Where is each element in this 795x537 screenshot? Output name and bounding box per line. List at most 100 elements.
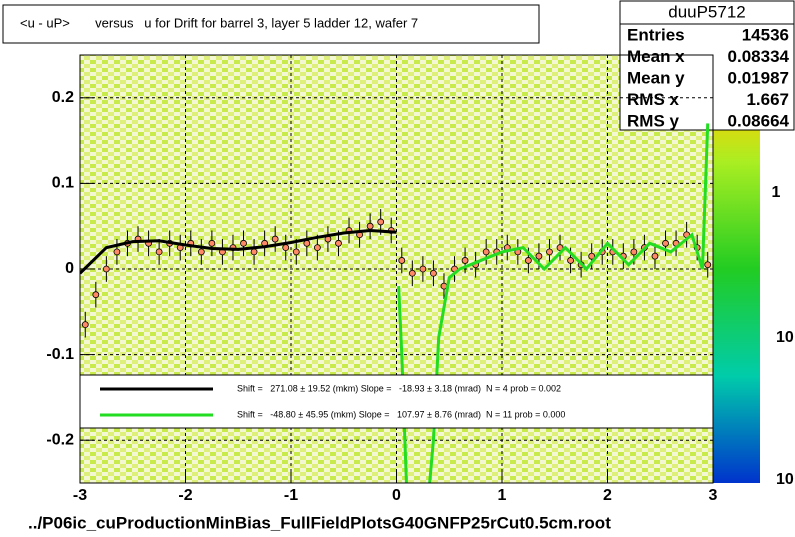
stats-label: RMS y: [627, 111, 680, 130]
profile-point: [704, 251, 712, 278]
profile-point: [208, 230, 216, 257]
point: [482, 248, 490, 256]
colorbar-label: 10: [776, 471, 794, 488]
stats-title: duuP5712: [668, 2, 746, 21]
y-tick-label: 0.1: [52, 175, 74, 192]
x-tick-label: -3: [73, 487, 87, 504]
profile-point: [335, 230, 342, 257]
legend-label: Shift = 271.08 ± 19.52 (mkm) Slope = -18…: [237, 383, 561, 393]
point: [535, 252, 543, 260]
profile-point: [102, 256, 110, 282]
point: [92, 291, 100, 299]
point: [651, 252, 659, 260]
fit-line: [397, 123, 710, 483]
profile-point: [282, 234, 290, 261]
profile-point: [292, 239, 300, 265]
point: [271, 235, 279, 243]
point: [240, 239, 247, 247]
fit-line: [80, 228, 397, 275]
point: [556, 244, 564, 252]
point: [461, 257, 469, 264]
chart-title: <u - uP> versus u for Drift for barrel 3…: [20, 15, 418, 30]
profile-point: [419, 256, 427, 282]
profile-point: [240, 230, 247, 257]
stats-label: Entries: [627, 25, 685, 44]
y-tick-label: 0: [65, 260, 74, 277]
legend: Shift = 271.08 ± 19.52 (mkm) Slope = -18…: [79, 374, 714, 429]
x-tick-label: 3: [709, 487, 718, 504]
y-tick-label: -0.2: [46, 431, 74, 448]
point: [155, 248, 163, 256]
profile-point: [271, 226, 279, 252]
stats-box: duuP5712 Entries 14536 Mean x 0.08334 Mean y…: [619, 0, 795, 131]
point: [197, 248, 205, 256]
y-tick-label: -0.1: [46, 346, 74, 363]
profile-point: [546, 239, 553, 265]
point: [588, 252, 596, 260]
profile-point: [303, 230, 311, 257]
point: [102, 265, 110, 273]
point: [113, 248, 121, 256]
stats-value: 1.667: [746, 90, 789, 109]
x-tick-label: 1: [498, 487, 507, 504]
point: [366, 222, 374, 230]
plot-frame: [79, 54, 714, 484]
profile-point: [461, 247, 469, 274]
point: [567, 257, 574, 264]
point: [208, 239, 216, 247]
profile-point: [155, 239, 163, 265]
profile-point: [113, 239, 121, 265]
point: [313, 244, 321, 252]
point: [81, 321, 89, 329]
colorbar-label: 10: [776, 329, 794, 346]
x-tick-label: -1: [284, 487, 298, 504]
point: [408, 269, 416, 277]
profile-point: [356, 221, 363, 248]
profile-point: [662, 230, 669, 257]
stats-label: Mean x: [627, 47, 685, 66]
x-tick-label: 2: [603, 487, 612, 504]
stats-label: RMS x: [627, 90, 680, 109]
point: [546, 248, 553, 256]
point: [524, 257, 532, 264]
profile-point: [366, 213, 374, 240]
profile-point: [197, 239, 205, 265]
point: [430, 269, 437, 277]
profile-point: [556, 234, 564, 261]
stats-label: Mean y: [627, 68, 685, 87]
profile-point: [651, 243, 659, 269]
point: [250, 248, 258, 256]
point: [292, 248, 300, 256]
title-box: [2, 4, 540, 44]
point: [704, 261, 712, 269]
point: [419, 265, 427, 273]
colorbar-label: 1: [772, 184, 781, 201]
profile-point: [430, 260, 437, 287]
point: [377, 218, 385, 226]
stats-value: 0.08664: [728, 111, 790, 130]
stats-value: 0.08334: [728, 47, 790, 66]
profile-point: [81, 311, 89, 338]
footer: ../P06ic_cuProductionMinBias_FullFieldPl…: [28, 513, 611, 532]
x-tick-label: 0: [392, 487, 401, 504]
y-tick-label: 0.2: [52, 89, 74, 106]
profile-point: [408, 260, 416, 287]
profile-point: [398, 247, 406, 274]
profile-point: [250, 239, 258, 265]
point: [398, 257, 406, 264]
stats-value: 14536: [742, 25, 789, 44]
stats-value: 0.01987: [728, 68, 789, 87]
point: [282, 244, 290, 252]
x-tick-label: -2: [178, 487, 192, 504]
profile-point: [440, 273, 448, 299]
profile-point: [219, 239, 226, 265]
point: [335, 239, 342, 247]
point: [630, 248, 638, 256]
point: [662, 239, 669, 247]
legend-box: [79, 374, 714, 429]
profile-point: [313, 234, 321, 261]
profile-point: [482, 239, 490, 265]
profile-point: [92, 281, 100, 308]
legend-label: Shift = -48.80 ± 45.95 (mkm) Slope = 107…: [237, 409, 565, 419]
